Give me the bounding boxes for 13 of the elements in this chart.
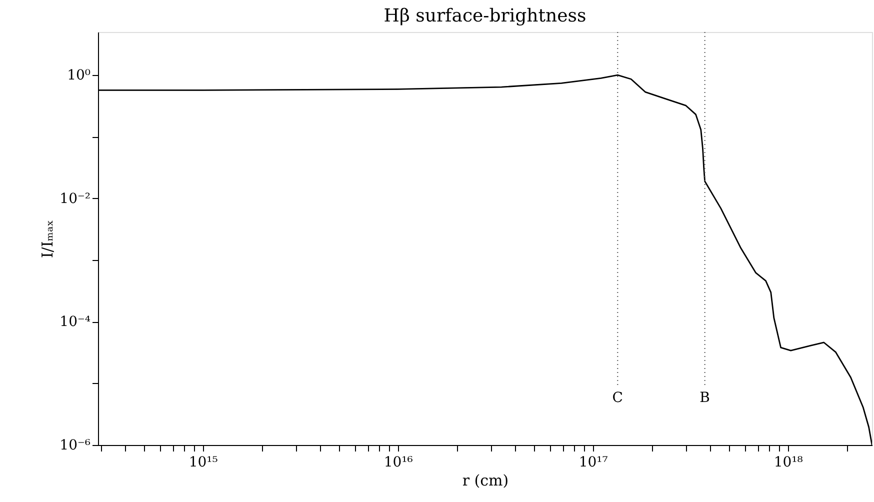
x-tick-label: 10¹⁵ <box>188 454 218 470</box>
ref-line-label: B <box>700 390 710 406</box>
chart-title: Hβ surface-brightness <box>384 6 586 26</box>
x-axis-title: r (cm) <box>462 472 509 490</box>
ref-line-label: C <box>612 390 624 406</box>
x-tick-label: 10¹⁶ <box>384 454 414 470</box>
x-tick-label: 10¹⁷ <box>578 454 608 470</box>
y-axis-title: I/Iₘₐₓ <box>38 220 57 258</box>
y-tick-label: 10⁻⁴ <box>60 314 91 330</box>
y-tick-label: 10⁻² <box>60 190 90 207</box>
y-tick-label: 10⁻⁶ <box>60 438 91 454</box>
x-tick-label: 10¹⁸ <box>774 454 804 470</box>
y-tick-label: 10⁰ <box>67 68 91 84</box>
